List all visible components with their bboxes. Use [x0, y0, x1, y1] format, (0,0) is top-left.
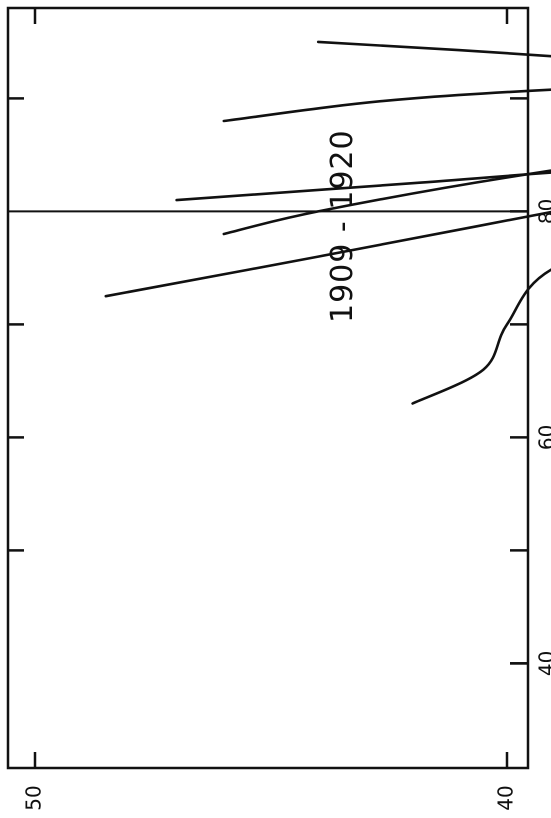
- track-line-3: [411, 268, 551, 405]
- x-tick-label: 60: [535, 425, 551, 450]
- x-tick-label: 40: [535, 651, 551, 676]
- chart-title: 1909 - 1920: [325, 129, 360, 323]
- ticks: [8, 8, 528, 768]
- tracks: [104, 40, 551, 405]
- track-line-1: [104, 210, 551, 298]
- plot-frame: [6, 6, 530, 770]
- track-line-2: [222, 169, 551, 236]
- track-line-4: [175, 171, 551, 202]
- y-tick-label: 50: [22, 785, 46, 810]
- y-tick-label: 40: [494, 785, 518, 810]
- x-tick-label: 80: [535, 199, 551, 224]
- tick-labels: 4060805040302010: [22, 199, 551, 811]
- track-line-6: [316, 40, 551, 58]
